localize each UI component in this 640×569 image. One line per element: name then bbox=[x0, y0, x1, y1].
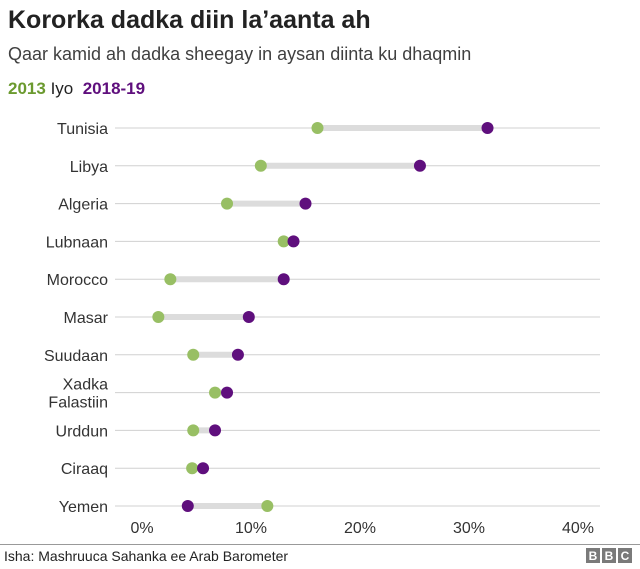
point-2013 bbox=[254, 159, 267, 172]
category-label: Lubnaan bbox=[46, 234, 108, 251]
x-tick-label: 0% bbox=[130, 520, 153, 537]
point-2013 bbox=[164, 273, 177, 286]
category-label: Falastiin bbox=[48, 395, 108, 412]
category-label: Ciraaq bbox=[61, 461, 108, 478]
point-2013 bbox=[187, 424, 200, 437]
point-2018 bbox=[181, 500, 194, 512]
point-2018 bbox=[299, 197, 312, 210]
category-label: Yemen bbox=[59, 499, 108, 516]
point-2013 bbox=[209, 386, 222, 399]
legend-2013: 2013 bbox=[8, 79, 46, 98]
x-tick-label: 20% bbox=[344, 520, 376, 537]
bbc-logo-b2: B bbox=[602, 548, 616, 563]
category-label: Algeria bbox=[58, 197, 108, 214]
point-2018 bbox=[231, 348, 244, 361]
point-2013 bbox=[261, 500, 274, 512]
category-label: Morocco bbox=[47, 272, 108, 289]
point-2013 bbox=[187, 348, 200, 361]
legend-2018: 2018-19 bbox=[82, 79, 146, 98]
point-2018 bbox=[413, 159, 426, 172]
point-2018 bbox=[197, 462, 210, 475]
point-2013 bbox=[186, 462, 199, 475]
category-label: Libya bbox=[70, 159, 108, 176]
bbc-logo-b1: B bbox=[586, 548, 600, 563]
point-2018 bbox=[287, 235, 300, 248]
chart-subtitle: Qaar kamid ah dadka sheegay in aysan dii… bbox=[8, 44, 472, 64]
legend: 2013 Iyo 2018-19 bbox=[8, 79, 145, 99]
point-2018 bbox=[221, 386, 234, 399]
point-2018 bbox=[481, 122, 494, 134]
bbc-logo: B B C bbox=[586, 548, 632, 563]
category-label: Tunisia bbox=[57, 121, 108, 138]
point-2013 bbox=[152, 311, 165, 323]
x-tick-label: 30% bbox=[453, 520, 485, 537]
footer-divider bbox=[0, 544, 640, 545]
bbc-logo-c: C bbox=[618, 548, 632, 563]
category-label: Urddun bbox=[56, 423, 108, 440]
point-2018 bbox=[277, 273, 290, 286]
source-note: Isha: Mashruuca Sahanka ee Arab Baromete… bbox=[4, 548, 289, 564]
point-2013 bbox=[277, 235, 290, 248]
x-tick-label: 40% bbox=[562, 520, 594, 537]
legend-separator: Iyo bbox=[50, 79, 74, 98]
category-label: Xadka bbox=[63, 377, 108, 394]
point-2018 bbox=[209, 424, 222, 437]
category-label: Masar bbox=[64, 310, 109, 327]
point-2013 bbox=[311, 122, 324, 134]
point-2013 bbox=[221, 197, 234, 210]
point-2018 bbox=[242, 311, 255, 323]
category-label: Suudaan bbox=[44, 348, 108, 365]
x-tick-label: 10% bbox=[235, 520, 267, 537]
chart-title: Kororka dadka diin la’aanta ah bbox=[8, 6, 371, 34]
